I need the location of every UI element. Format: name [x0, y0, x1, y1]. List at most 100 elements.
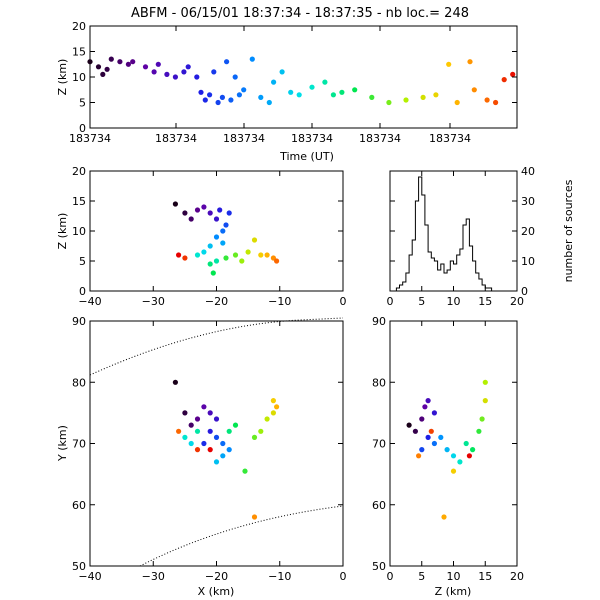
plan-point	[258, 428, 264, 434]
time-height-point	[108, 56, 114, 62]
time-height-point	[467, 59, 473, 65]
zy-point	[412, 428, 418, 434]
xz-point	[226, 210, 232, 216]
xz-ytick-label: 20	[72, 165, 86, 178]
time-height-point	[117, 59, 123, 65]
histogram-xtick-label: 10	[447, 295, 461, 308]
xz-point	[251, 237, 258, 243]
time-height-point	[279, 69, 285, 75]
xz-point	[239, 258, 245, 264]
xz-frame	[89, 170, 344, 292]
xz-ytick-label: 10	[72, 225, 86, 238]
plan-point	[226, 428, 232, 434]
plan-ytick-label: 50	[72, 560, 86, 573]
time-height-point	[194, 74, 200, 80]
plan-xlabel: X (km)	[198, 585, 235, 598]
time-height-ylabel: Z (km)	[56, 59, 69, 96]
plan-point	[270, 410, 276, 416]
time-height-frame	[89, 25, 518, 129]
xz-point	[223, 222, 229, 228]
plan-point	[251, 514, 258, 520]
time-height-point	[95, 64, 102, 70]
time-height-point	[271, 79, 277, 85]
plan-ytick-label: 70	[72, 438, 86, 451]
xz-xtick-label: −40	[78, 295, 101, 308]
time-height-point	[87, 59, 93, 65]
time-height-point	[151, 69, 157, 75]
histogram-ytick-label: 30	[521, 195, 535, 208]
plan-point	[274, 404, 280, 410]
time-height-point	[296, 92, 302, 98]
plan-point	[220, 453, 226, 459]
plan-ticks: −40 −30 −20 −10 0 50 60 70 80 90	[72, 315, 347, 583]
xz-panel: Z (km) −40 −30 −20 −10 0 0 5 10 15 20	[56, 165, 347, 308]
time-height-ytick-label: 20	[72, 20, 86, 33]
zy-ticks: 0 5 10 15 20 50 60 70 80 90	[372, 315, 524, 583]
plan-point	[176, 428, 182, 434]
xz-point	[274, 258, 280, 264]
zy-point	[470, 447, 476, 453]
time-height-point	[493, 99, 499, 106]
plan-xtick-label: −20	[205, 570, 228, 583]
xz-xtick-label: 0	[340, 295, 347, 308]
time-height-point	[258, 94, 264, 100]
histogram-xtick-label: 0	[387, 295, 394, 308]
time-height-point	[185, 64, 191, 70]
zy-point	[441, 514, 447, 520]
zy-ytick-label: 50	[372, 560, 386, 573]
time-height-point	[232, 74, 238, 80]
time-height-point	[420, 94, 426, 100]
zy-xtick-label: 5	[418, 570, 425, 583]
plan-point	[264, 416, 270, 422]
time-height-point	[155, 61, 161, 67]
time-height-point	[211, 69, 217, 75]
zy-points	[406, 379, 488, 520]
xz-point	[213, 258, 220, 264]
plan-point	[194, 447, 201, 453]
zy-xtick-label: 10	[447, 570, 461, 583]
xz-point	[176, 252, 182, 258]
xz-point	[264, 252, 270, 258]
xz-points	[172, 201, 280, 276]
zy-xlabel: Z (km)	[435, 585, 472, 598]
xz-point	[258, 252, 264, 258]
plan-point	[213, 416, 220, 422]
plan-point	[182, 434, 188, 440]
zy-point	[419, 447, 425, 453]
plan-point	[194, 416, 201, 422]
time-height-xtick-label: 183734	[155, 132, 197, 145]
time-height-ytick-label: 15	[72, 46, 86, 59]
plan-point	[207, 428, 213, 434]
zy-point	[450, 468, 457, 474]
time-height-point	[202, 97, 208, 103]
xz-point	[194, 252, 201, 258]
plan-point	[201, 404, 207, 410]
plan-frame	[89, 320, 344, 567]
plan-point	[232, 422, 239, 428]
xz-point	[188, 216, 194, 222]
plan-panel: X (km) Y (km) −40 −30 −20 −10 0 50 60 70 80 90	[56, 315, 347, 598]
time-height-ticks: 183734 183734 183734 183734 183734 1837340510…	[69, 20, 517, 145]
plan-ytick-label: 60	[72, 499, 86, 512]
zy-panel: Z (km) 0 5 10 15 20 50 60 70 80 90	[372, 315, 524, 598]
time-height-ytick-label: 5	[79, 97, 86, 110]
time-height-xtick-label: 183734	[223, 132, 265, 145]
plan-ytick-label: 90	[72, 315, 86, 328]
plan-xtick-label: −30	[142, 570, 165, 583]
plan-range-arc-lower	[139, 505, 344, 567]
zy-point	[438, 434, 444, 440]
plan-xtick-label: −10	[268, 570, 291, 583]
time-height-point	[330, 92, 336, 98]
zy-frame	[389, 320, 518, 567]
time-height-point	[100, 71, 106, 77]
plan-ylabel: Y (km)	[56, 425, 69, 462]
zy-point	[463, 440, 469, 447]
xz-point	[207, 210, 213, 216]
xz-xtick-label: −20	[205, 295, 228, 308]
zy-ytick-label: 70	[372, 438, 386, 451]
xz-ytick-label: 0	[79, 285, 86, 298]
time-height-point	[181, 69, 187, 75]
zy-point	[425, 434, 431, 440]
